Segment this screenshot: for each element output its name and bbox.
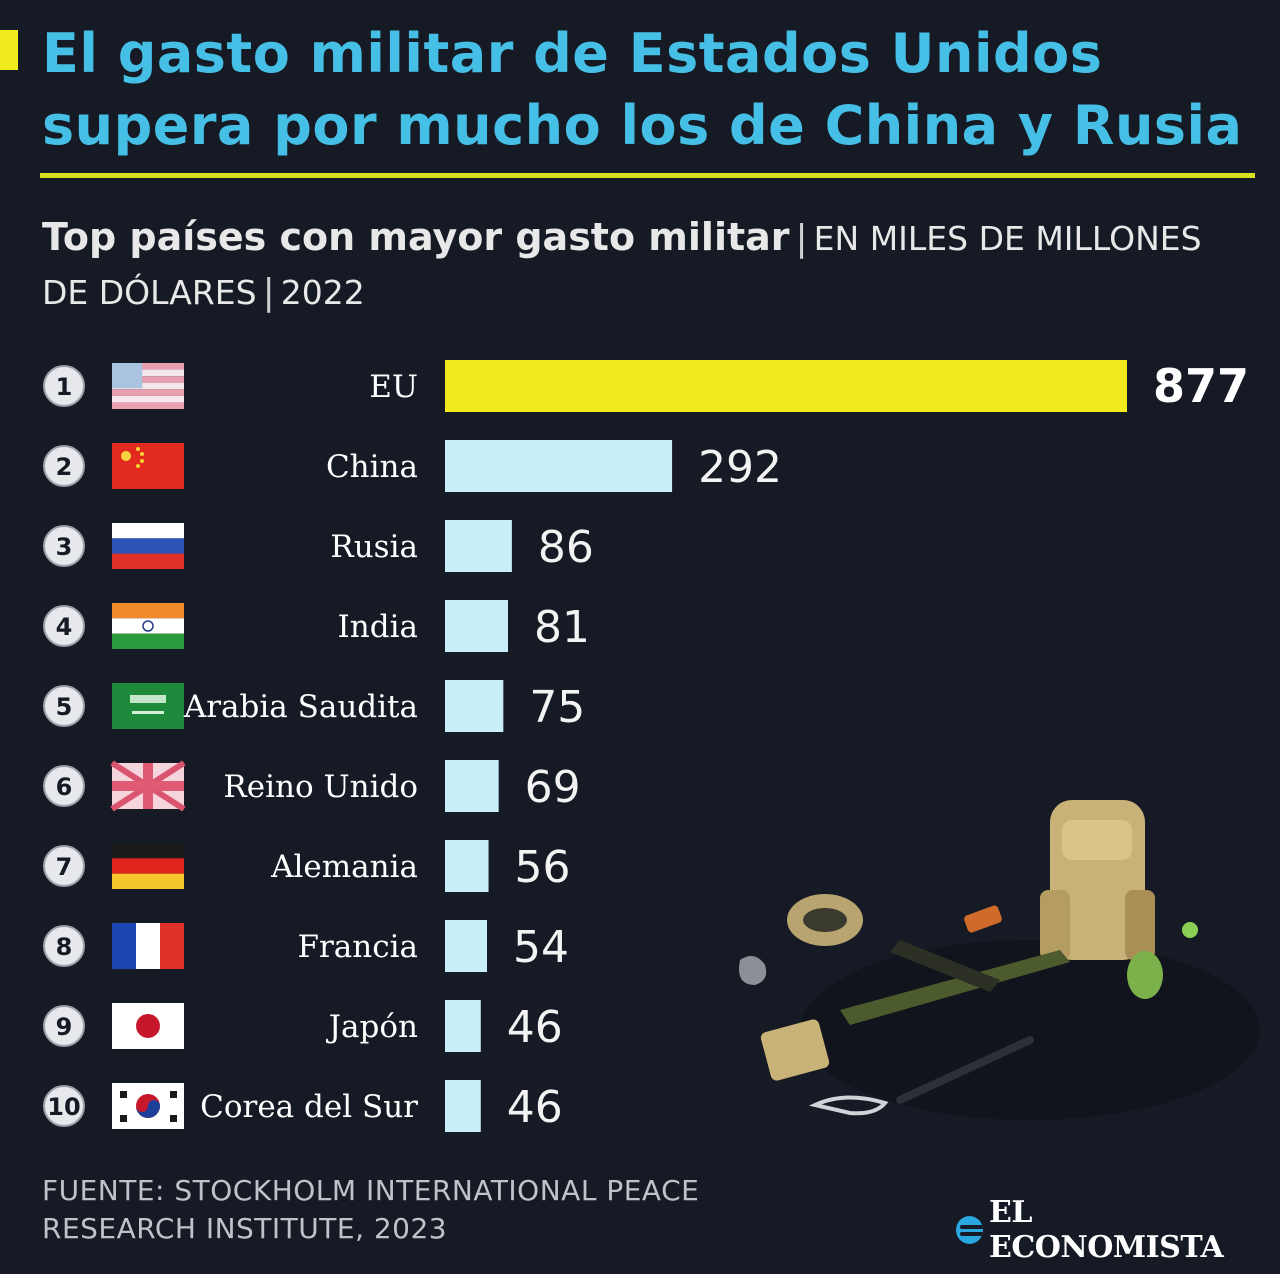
rank-number: 2 — [56, 453, 73, 481]
rank-badge: 5 — [43, 685, 85, 727]
rank-number: 5 — [56, 693, 73, 721]
subtitle-separator: | — [795, 218, 808, 259]
germany-flag — [112, 843, 184, 889]
rank-number: 3 — [56, 533, 73, 561]
rank-badge: 2 — [43, 445, 85, 487]
bar — [445, 440, 673, 492]
country-label: Corea del Sur — [200, 1089, 418, 1125]
value-label: 46 — [507, 1002, 563, 1053]
country-label: Alemania — [270, 849, 418, 885]
value-label: 877 — [1153, 359, 1249, 413]
rank-number: 1 — [56, 373, 73, 401]
value-label: 46 — [507, 1082, 563, 1133]
chart-title: El gasto militar de Estados Unidos super… — [42, 22, 1243, 157]
rank-badge: 3 — [43, 525, 85, 567]
bar — [445, 1080, 481, 1132]
value-label: 54 — [513, 922, 569, 973]
brand-logo-text: EL ECONOMISTA — [989, 1195, 1224, 1265]
value-label: 86 — [538, 522, 594, 573]
rank-badge: 4 — [43, 605, 85, 647]
rank-badge: 7 — [43, 845, 85, 887]
chart-subtitle: Top países con mayor gasto militar | EN MI… — [42, 210, 1257, 320]
rank-number: 10 — [47, 1093, 80, 1121]
rank-number: 9 — [56, 1013, 73, 1041]
subtitle-unit: EN MILES DE MILLONES DE DÓLARES — [42, 219, 1202, 312]
country-label: Reino Unido — [223, 769, 418, 805]
brand-logo: EL ECONOMISTA — [956, 1195, 1266, 1265]
country-label: Arabia Saudita — [183, 689, 418, 725]
usa-flag — [112, 363, 184, 409]
india-flag — [112, 603, 184, 649]
subtitle-separator-2: | — [262, 272, 275, 313]
bar — [445, 360, 1127, 412]
brand-logo-icon — [956, 1216, 983, 1244]
country-label: Francia — [297, 929, 418, 965]
rank-number: 7 — [56, 853, 73, 881]
bar — [445, 840, 489, 892]
title-divider — [40, 173, 1255, 178]
saudi-arabia-flag — [112, 683, 184, 729]
uk-flag — [110, 760, 186, 812]
value-label: 81 — [534, 602, 590, 653]
france-flag — [112, 923, 184, 969]
rank-number: 8 — [56, 933, 73, 961]
rank-number: 6 — [56, 773, 73, 801]
country-label: Rusia — [330, 529, 418, 565]
title-accent-mark — [0, 30, 18, 70]
russia-flag — [112, 523, 184, 569]
south-korea-flag — [112, 1083, 184, 1129]
rank-badge: 1 — [43, 365, 85, 407]
subtitle-main: Top países con mayor gasto militar — [42, 215, 790, 259]
value-label: 69 — [525, 762, 581, 813]
country-label: China — [326, 449, 418, 485]
bar — [445, 520, 512, 572]
rank-badge: 8 — [43, 925, 85, 967]
bar — [445, 1000, 481, 1052]
country-label: EU — [369, 369, 418, 405]
country-label: Japón — [326, 1009, 418, 1045]
rank-badge: 10 — [43, 1085, 85, 1127]
subtitle-year: 2022 — [280, 273, 365, 312]
bar — [445, 680, 504, 732]
japan-flag — [112, 1003, 184, 1049]
bar — [445, 760, 499, 812]
value-label: 75 — [529, 682, 585, 733]
rank-badge: 9 — [43, 1005, 85, 1047]
value-label: 292 — [698, 442, 782, 493]
value-label: 56 — [515, 842, 571, 893]
military-gear-illustration — [739, 800, 1260, 1120]
rank-number: 4 — [56, 613, 73, 641]
rank-badge: 6 — [43, 765, 85, 807]
country-label: India — [338, 609, 418, 645]
source-note: FUENTE: STOCKHOLM INTERNATIONAL PEACE RE… — [42, 1174, 700, 1245]
bar — [445, 600, 508, 652]
bar — [445, 920, 487, 972]
china-flag — [112, 443, 184, 489]
